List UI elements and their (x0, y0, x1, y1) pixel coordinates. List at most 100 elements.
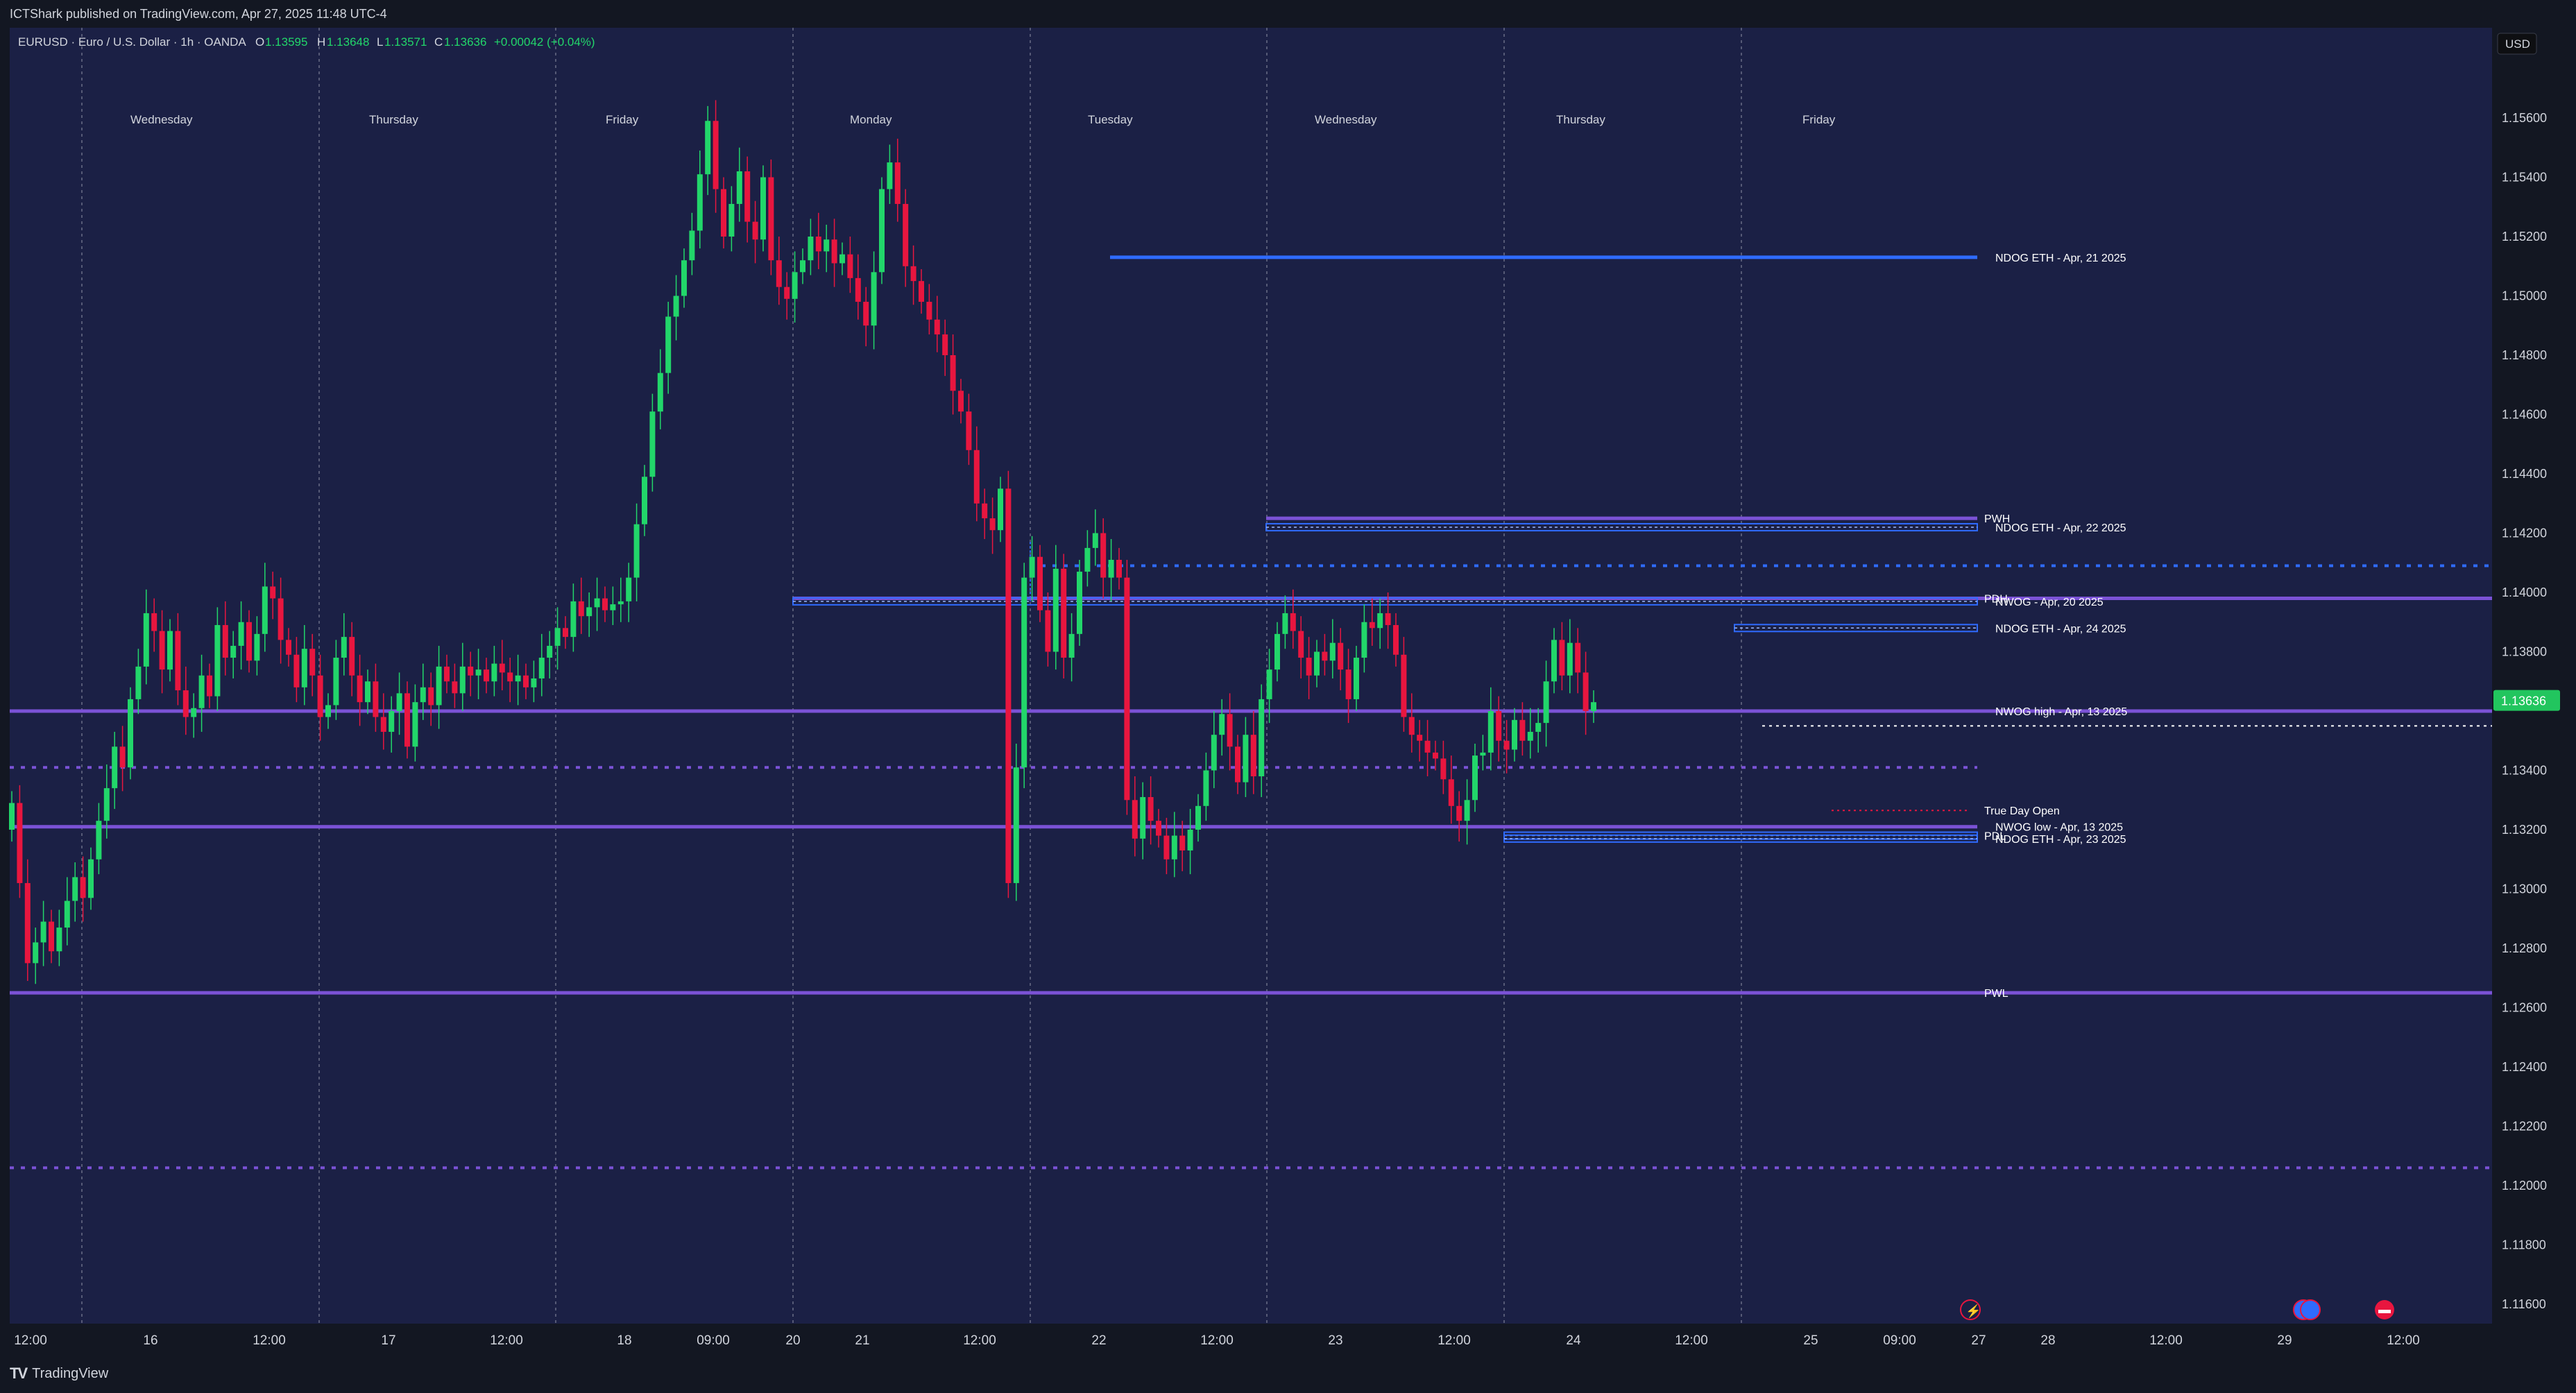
candle-body (207, 675, 212, 696)
price-tick-label: 1.11600 (2502, 1297, 2546, 1311)
time-tick-label: 20 (785, 1333, 800, 1348)
candle-body (135, 666, 142, 699)
candle-body (515, 675, 521, 682)
candle-body (879, 189, 885, 273)
day-label: Tuesday (1088, 113, 1133, 126)
candle-body (1235, 746, 1240, 783)
candle-body (736, 171, 742, 204)
candle-body (1290, 613, 1296, 631)
price-tick-label: 1.11800 (2502, 1238, 2546, 1252)
candle-body (784, 287, 790, 299)
candle-body (1266, 669, 1272, 699)
candle-body (633, 524, 640, 578)
candle-body (1132, 800, 1138, 839)
candle-body (1329, 642, 1336, 661)
brand-label: TradingView (32, 1365, 109, 1381)
candle-body (468, 666, 474, 676)
time-tick-label: 16 (143, 1333, 157, 1348)
price-tick-label: 1.14400 (2502, 467, 2547, 481)
candle-body (934, 319, 940, 335)
price-tick-label: 1.12400 (2502, 1060, 2547, 1074)
level-label: NDOG ETH - Apr, 21 2025 (1995, 253, 2126, 264)
price-tick-label: 1.15600 (2502, 111, 2547, 125)
lightning-glyph: ⚡ (1965, 1304, 1981, 1319)
candle-body (1108, 559, 1114, 578)
time-tick-label: 21 (855, 1333, 869, 1348)
candle-body (1156, 821, 1161, 836)
event-markers[interactable]: ⚡ (1960, 1299, 2394, 1320)
day-label: Friday (1802, 113, 1836, 126)
level-label: PDL (1984, 831, 2006, 843)
candle-body (713, 121, 719, 189)
price-tick-label: 1.14000 (2502, 586, 2547, 599)
candle-body (143, 613, 149, 667)
price-tick-label: 1.13400 (2502, 764, 2547, 778)
candle-body (452, 681, 458, 694)
candle-body (1527, 731, 1533, 741)
candle-body (40, 921, 46, 943)
candle-body (1377, 613, 1383, 629)
candle-body (112, 746, 118, 789)
candle-body (128, 699, 133, 768)
candle-body (373, 681, 379, 717)
candle-body (1298, 631, 1304, 658)
candle-body (1021, 577, 1027, 768)
candle-body (301, 649, 307, 687)
candle-body (80, 877, 86, 898)
time-tick-label: 23 (1328, 1333, 1342, 1348)
candle-body (33, 942, 39, 964)
candle-body (681, 260, 687, 296)
price-tick-label: 1.13800 (2502, 645, 2547, 659)
price-tick-label: 1.13200 (2502, 823, 2547, 837)
level-label: NWOG - Apr, 20 2025 (1995, 597, 2104, 608)
candle-body (159, 631, 165, 670)
candle-body (72, 877, 78, 901)
currency-button[interactable]: USD (2497, 33, 2537, 55)
candle-body (863, 302, 869, 326)
price-axis[interactable]: 1.15600 1.15400 1.15200 1.15000 1.14800 1.146… (2502, 111, 2547, 1311)
time-tick-label: 17 (381, 1333, 395, 1348)
candle-body (1061, 568, 1067, 658)
candle-body (262, 586, 268, 634)
left-gutter (0, 28, 10, 1324)
candle-body (17, 803, 23, 883)
time-tick-label: 12:00 (490, 1333, 523, 1348)
plot-background (10, 28, 2492, 1324)
candle-body (64, 900, 70, 928)
candle-body (1092, 533, 1098, 548)
candle-body (523, 675, 529, 687)
tradingview-brand[interactable]: TV TradingView (10, 1365, 108, 1383)
candle-body (317, 675, 323, 717)
candle-body (214, 625, 221, 696)
candle-body (744, 171, 751, 222)
candle-body (167, 631, 173, 670)
candle-body (1503, 740, 1510, 750)
candle-body (1077, 572, 1082, 634)
candle-body (333, 658, 339, 706)
candle-body (1250, 735, 1256, 777)
candle-body (563, 628, 568, 638)
price-chart[interactable]: Wednesday Thursday Friday Monday Tuesday Wedn… (0, 28, 2576, 1356)
level-label: NWOG low - Apr, 13 2025 (1995, 822, 2123, 834)
candle-body (673, 296, 679, 317)
candle-body (1227, 714, 1233, 747)
ohlc-low-value: 1.13571 (384, 35, 427, 49)
time-axis[interactable]: 12:00 16 12:00 17 12:00 18 09:00 20 21 12:00 22 12:… (14, 1333, 2420, 1348)
us-flag-stripe (2378, 1310, 2391, 1313)
time-tick-label: 12:00 (1675, 1333, 1708, 1348)
candle-body (721, 189, 726, 237)
candle-body (1354, 658, 1359, 699)
candle-body (349, 637, 355, 676)
candle-body (855, 277, 861, 302)
day-label: Thursday (1556, 113, 1605, 126)
candle-body (1171, 835, 1177, 860)
candle-body (270, 586, 276, 599)
time-axis-background (0, 1324, 2576, 1356)
candle-body (982, 503, 988, 519)
time-tick-label: 12:00 (2387, 1333, 2420, 1348)
candle-body (459, 666, 466, 694)
candle-body (1551, 640, 1557, 682)
candle-body (1282, 613, 1288, 634)
candle-body (800, 260, 805, 273)
candle-body (1045, 610, 1051, 652)
